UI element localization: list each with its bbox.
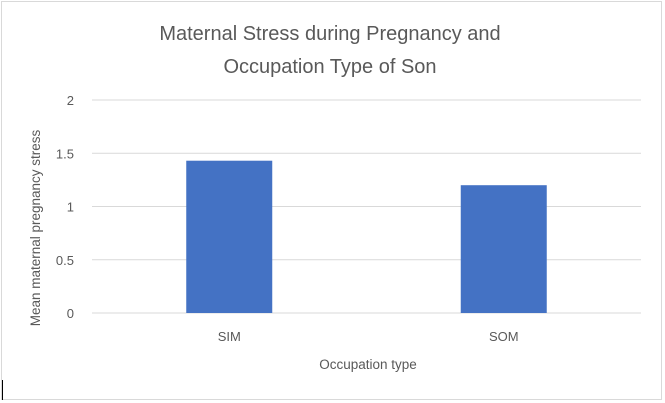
text-cursor xyxy=(2,380,3,400)
y-tick-label: 2 xyxy=(67,93,74,108)
y-tick-label: 0 xyxy=(67,306,74,321)
x-axis-ticks: SIM SOM xyxy=(218,329,519,344)
chart-title-line-1: Maternal Stress during Pregnancy and xyxy=(159,23,500,45)
x-tick-label: SIM xyxy=(218,329,241,344)
y-tick-label: 0.5 xyxy=(56,253,74,268)
y-tick-label: 1.5 xyxy=(56,146,74,161)
x-tick-label: SOM xyxy=(489,329,519,344)
bars xyxy=(186,160,547,313)
gridlines xyxy=(92,99,641,314)
y-tick-label: 1 xyxy=(67,200,74,215)
y-axis-title: Mean maternal pregnancy stress xyxy=(28,129,43,326)
bar-som xyxy=(460,185,547,313)
y-axis-ticks: 0 0.5 1 1.5 2 xyxy=(56,93,74,321)
bar-sim xyxy=(186,160,273,313)
chart-title-line-2: Occupation Type of Son xyxy=(223,56,436,78)
x-axis-title: Occupation type xyxy=(319,357,417,372)
